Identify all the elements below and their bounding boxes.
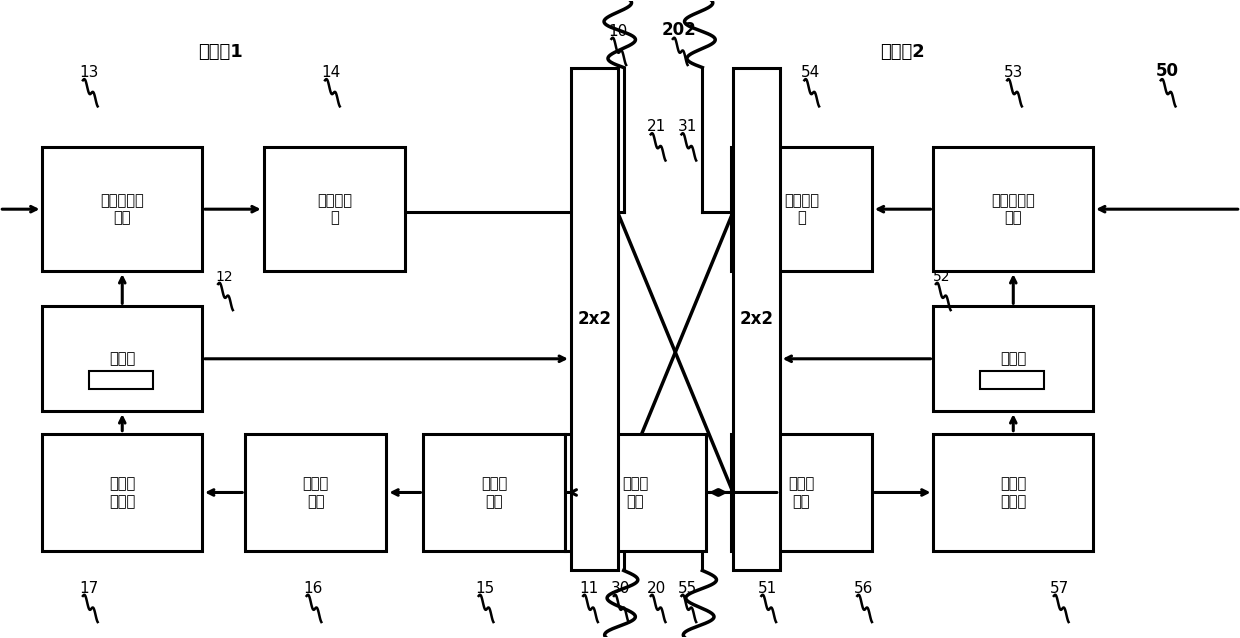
FancyBboxPatch shape xyxy=(980,371,1044,389)
Text: 52: 52 xyxy=(934,270,951,284)
Text: 所接收
的数据: 所接收 的数据 xyxy=(1001,477,1027,508)
Text: 50: 50 xyxy=(1156,63,1178,80)
Text: 53: 53 xyxy=(1003,65,1023,80)
Text: 激光二极
管: 激光二极 管 xyxy=(316,193,352,225)
FancyBboxPatch shape xyxy=(730,434,872,551)
FancyBboxPatch shape xyxy=(42,147,202,271)
Text: 2x2: 2x2 xyxy=(739,310,774,328)
FancyBboxPatch shape xyxy=(264,147,405,271)
Text: 20: 20 xyxy=(647,581,666,596)
Text: 后置放
大器: 后置放 大器 xyxy=(789,477,815,508)
FancyBboxPatch shape xyxy=(42,306,202,412)
FancyBboxPatch shape xyxy=(934,434,1094,551)
FancyBboxPatch shape xyxy=(733,68,780,570)
Text: 54: 54 xyxy=(801,65,820,80)
Text: 10: 10 xyxy=(608,24,627,39)
Text: 光电二
极管: 光电二 极管 xyxy=(622,477,649,508)
Text: 光电二
极管: 光电二 极管 xyxy=(481,477,507,508)
Text: 收发器2: 收发器2 xyxy=(880,43,925,61)
FancyBboxPatch shape xyxy=(934,147,1094,271)
FancyBboxPatch shape xyxy=(423,434,564,551)
Text: 30: 30 xyxy=(610,581,630,596)
Text: 17: 17 xyxy=(79,581,99,596)
FancyBboxPatch shape xyxy=(89,371,153,389)
Text: 31: 31 xyxy=(678,119,697,135)
Text: 12: 12 xyxy=(216,270,233,284)
Text: 数据激光驱
动器: 数据激光驱 动器 xyxy=(100,193,144,225)
Text: 16: 16 xyxy=(303,581,322,596)
Text: 后置放
大器: 后置放 大器 xyxy=(303,477,329,508)
Text: 所接收
的数据: 所接收 的数据 xyxy=(109,477,135,508)
Text: 57: 57 xyxy=(1050,581,1070,596)
Text: 21: 21 xyxy=(647,119,666,135)
Text: 激光二极
管: 激光二极 管 xyxy=(784,193,818,225)
Text: 收发器1: 收发器1 xyxy=(198,43,243,61)
FancyBboxPatch shape xyxy=(246,434,387,551)
FancyBboxPatch shape xyxy=(564,434,706,551)
FancyBboxPatch shape xyxy=(730,147,872,271)
Text: 13: 13 xyxy=(79,65,99,80)
Text: 11: 11 xyxy=(579,581,599,596)
Text: 控制器: 控制器 xyxy=(1001,352,1027,366)
Text: 14: 14 xyxy=(321,65,341,80)
FancyBboxPatch shape xyxy=(934,306,1094,412)
FancyBboxPatch shape xyxy=(42,434,202,551)
FancyBboxPatch shape xyxy=(570,68,618,570)
Text: 202: 202 xyxy=(662,21,697,39)
Text: 控制器: 控制器 xyxy=(109,352,135,366)
Text: 15: 15 xyxy=(475,581,495,596)
Text: 51: 51 xyxy=(758,581,777,596)
Text: 55: 55 xyxy=(678,581,697,596)
Text: 56: 56 xyxy=(853,581,873,596)
Text: 数据激光驱
动器: 数据激光驱 动器 xyxy=(992,193,1035,225)
Text: 2x2: 2x2 xyxy=(577,310,611,328)
